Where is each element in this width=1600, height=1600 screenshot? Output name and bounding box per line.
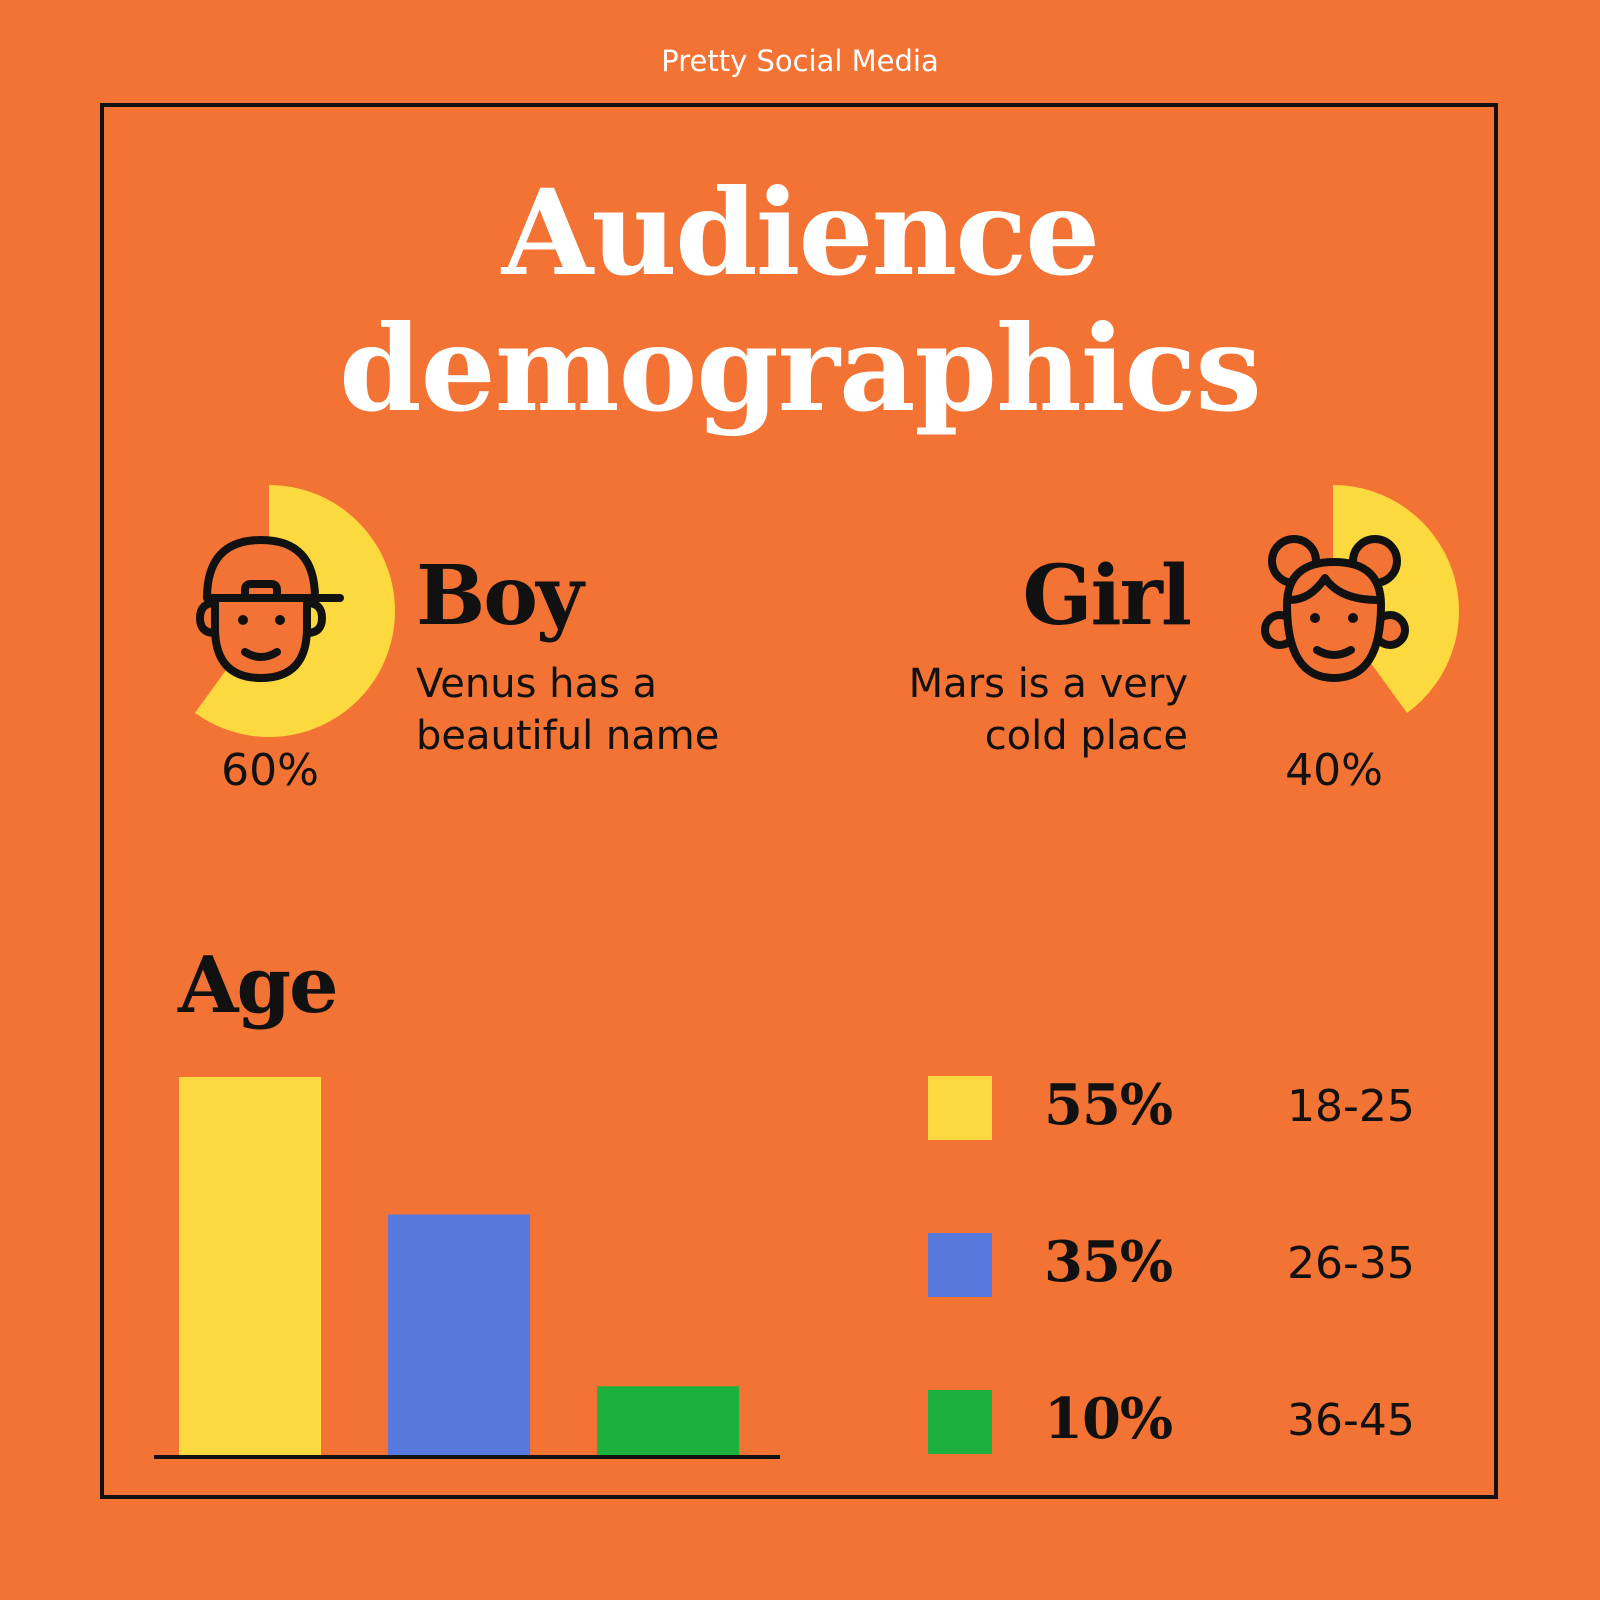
- boy-description-line-2: beautiful name: [416, 713, 720, 759]
- age-heading: Age: [178, 940, 339, 1031]
- girl-face-icon: [1261, 535, 1409, 682]
- girl-percent: 40%: [1285, 745, 1383, 796]
- legend-swatch-36-45: [928, 1390, 992, 1454]
- boy-description: Venus has a beautiful name: [416, 658, 796, 762]
- girl-heading: Girl: [1022, 548, 1192, 644]
- legend-percent-26-35: 35%: [1044, 1229, 1173, 1295]
- girl-face-eyes: [1310, 613, 1358, 623]
- boy-percent: 60%: [221, 745, 319, 796]
- content-frame: [100, 103, 1498, 1499]
- boy-description-line-1: Venus has a: [416, 661, 658, 707]
- legend-swatch-26-35: [928, 1233, 992, 1297]
- legend-range-26-35: 26-35: [1287, 1238, 1415, 1289]
- boy-heading: Boy: [416, 548, 584, 644]
- boy-face-eyes: [238, 615, 285, 625]
- girl-description-line-2: cold place: [984, 713, 1188, 759]
- legend-range-18-25: 18-25: [1287, 1081, 1415, 1132]
- age-bar-18-25: [179, 1077, 321, 1455]
- title-line-2: demographics: [339, 299, 1262, 438]
- legend-percent-18-25: 55%: [1044, 1072, 1173, 1138]
- age-bar-chart: [179, 1077, 739, 1455]
- age-bar-26-35: [388, 1214, 530, 1455]
- girl-description-line-1: Mars is a very: [908, 661, 1188, 707]
- legend-swatch-18-25: [928, 1076, 992, 1140]
- page-title: Audience demographics: [0, 165, 1600, 437]
- brand-name: Pretty Social Media: [661, 44, 939, 78]
- girl-description: Mars is a very cold place: [780, 658, 1188, 762]
- legend-percent-36-45: 10%: [1044, 1386, 1173, 1452]
- legend-range-36-45: 36-45: [1287, 1395, 1415, 1446]
- title-line-1: Audience: [501, 163, 1100, 302]
- age-bar-36-45: [597, 1386, 739, 1455]
